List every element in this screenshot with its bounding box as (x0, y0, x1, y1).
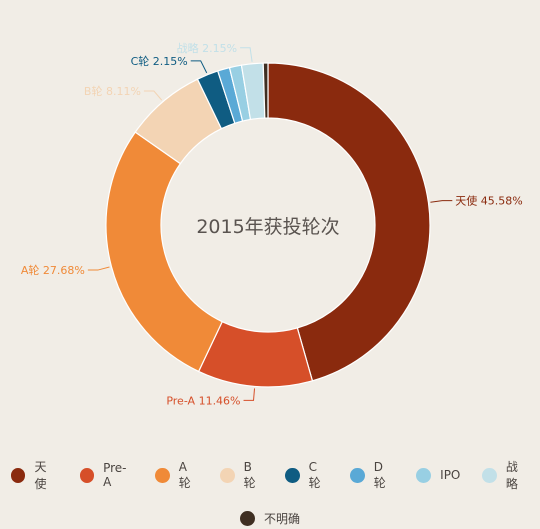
legend-item[interactable]: 不明确 (239, 510, 300, 527)
legend-item[interactable]: A轮 (155, 458, 198, 492)
leader-line (243, 388, 256, 401)
legend-row: 天使 Pre-A A轮 B轮 C轮 D轮 IPO 战略 (0, 458, 540, 492)
legend-item[interactable]: Pre-A (79, 458, 134, 492)
legend-swatch (239, 511, 255, 526)
leader-line (430, 200, 453, 203)
legend-item[interactable]: 战略 (482, 458, 529, 492)
legend-label: C轮 (308, 459, 321, 490)
legend-label: IPO (440, 468, 461, 482)
data-label: 战略 2.15% (177, 41, 237, 55)
legend-swatch (155, 467, 170, 483)
legend-swatch (285, 467, 300, 483)
legend-item[interactable]: B轮 (220, 458, 263, 492)
legend-label: D轮 (373, 459, 386, 490)
data-label: A轮 27.68% (21, 263, 85, 277)
data-label: Pre-A 11.46% (166, 394, 240, 407)
leader-line (87, 266, 110, 271)
data-label: C轮 2.15% (131, 54, 188, 68)
slice-A轮[interactable] (105, 131, 223, 373)
slice-天使[interactable] (267, 62, 431, 382)
data-label: 天使 45.58% (455, 195, 522, 208)
legend-label: A轮 (178, 459, 191, 490)
legend-item[interactable]: C轮 (285, 458, 328, 492)
legend-label: Pre-A (103, 461, 127, 489)
legend-label: 天使 (34, 460, 47, 491)
legend-item[interactable]: D轮 (350, 458, 394, 492)
legend-swatch (79, 467, 95, 483)
data-label: B轮 8.11% (84, 84, 141, 98)
slice-不明确[interactable] (262, 62, 269, 119)
legend-row: 不明确 (0, 510, 540, 527)
legend-item[interactable]: IPO (416, 458, 460, 492)
legend-label: 战略 (505, 460, 518, 491)
legend-swatch (482, 467, 497, 483)
legend-label: 不明确 (263, 512, 300, 526)
legend: 天使 Pre-A A轮 B轮 C轮 D轮 IPO 战略 不明确 (0, 458, 540, 527)
legend-swatch (350, 467, 365, 483)
legend-swatch (11, 467, 26, 483)
leader-line (190, 60, 208, 74)
legend-item[interactable]: 天使 (11, 458, 58, 492)
leader-line (240, 47, 253, 62)
legend-swatch (416, 467, 432, 483)
legend-label: B轮 (243, 459, 256, 490)
legend-swatch (220, 467, 235, 483)
chart-title: 2015年获投轮次 (196, 216, 339, 238)
leader-line (143, 90, 163, 101)
